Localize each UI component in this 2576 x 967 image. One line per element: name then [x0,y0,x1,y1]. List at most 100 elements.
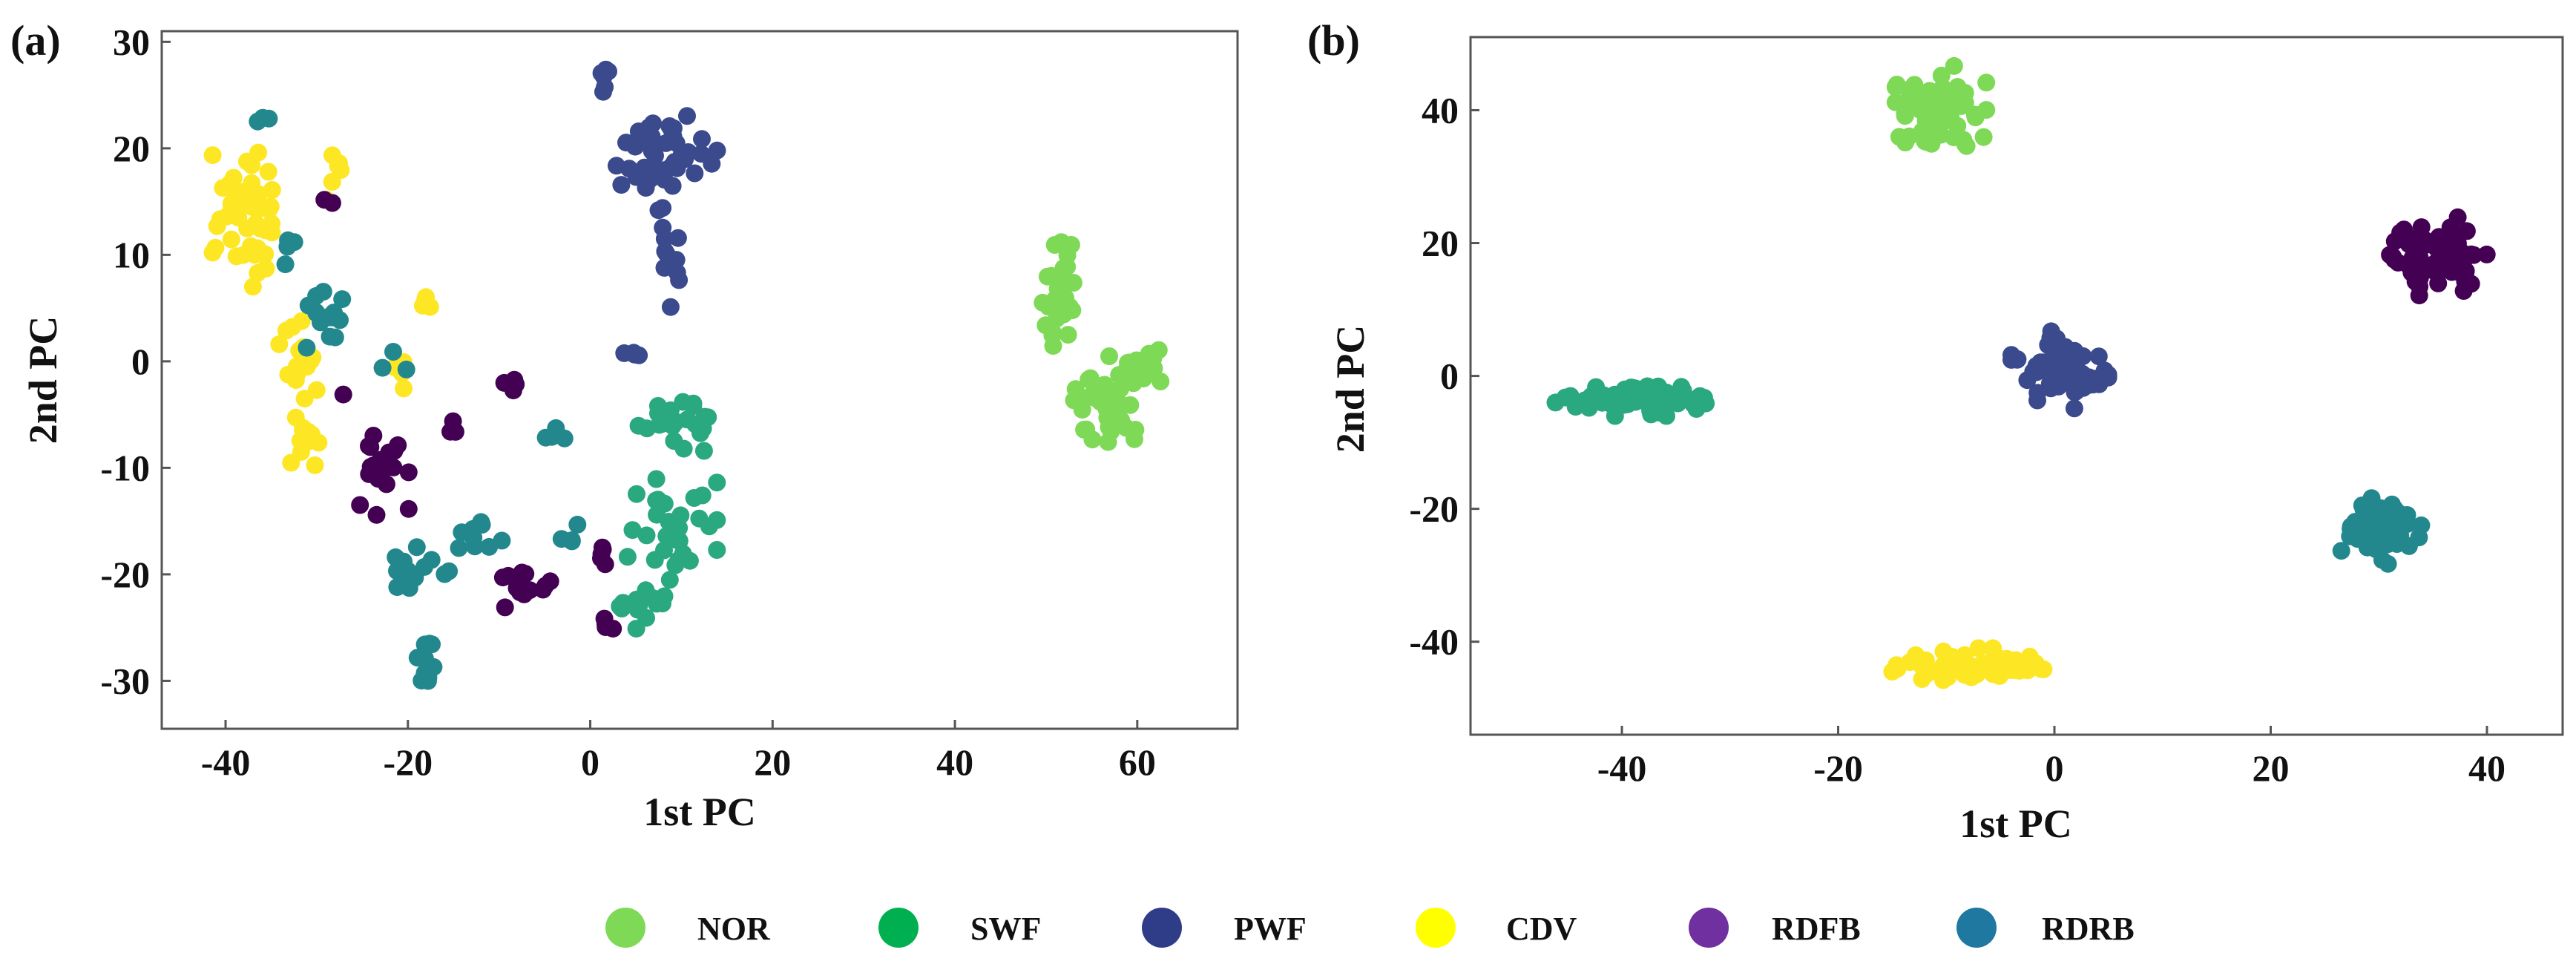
data-point-rdfb [2395,220,2413,239]
panel-b-x-axis-label: 1st PC [1959,802,2071,846]
data-point-nor [1896,105,1914,123]
legend-label-pwf: PWF [1234,911,1307,947]
data-point-rdrb [2368,505,2386,524]
data-point-nor [1045,236,1064,254]
data-point-rdrb [555,429,574,448]
data-point-swf [665,432,683,450]
data-point-nor [1081,369,1100,387]
data-point-cdv [417,288,436,307]
panel-a-points [203,60,1170,690]
panel-a-plot-frame [160,30,1239,730]
legend-swatch-nor [605,908,645,948]
data-point-pwf [2056,338,2074,356]
data-point-cdv [1887,656,1906,675]
data-point-pwf [2039,335,2057,354]
data-point-rdrb [249,112,267,131]
data-point-pwf [662,157,680,176]
data-point-pwf [630,346,648,364]
data-point-cdv [222,230,240,249]
panel-b-ticks: -40 -20 0 20 40 40 20 0 -20 -40 [1409,89,2506,789]
legend-swatch-rdfb [1689,908,1729,948]
series-rdrb [249,108,587,690]
panel-b-y-tick-label: 20 [1422,223,1459,264]
data-point-nor [1083,430,1102,449]
data-point-swf [694,442,713,460]
data-point-rdfb [595,609,614,628]
data-point-cdv [259,163,277,181]
data-point-swf [628,485,645,503]
panel-a-y-tick-label: -10 [100,447,150,488]
data-point-swf [648,491,667,509]
data-point-rdrb [2386,500,2405,519]
panel-a-y-tick-label: 20 [113,128,150,169]
data-point-cdv [309,433,328,452]
data-point-rdfb [493,568,512,587]
data-point-nor [1126,430,1143,448]
data-point-cdv [2001,660,2020,679]
data-point-rdrb [373,358,392,377]
data-point-nor [1073,401,1091,419]
data-point-rdfb [2456,266,2474,283]
data-point-pwf [2084,376,2103,394]
data-point-rdfb [2385,250,2404,269]
data-point-nor [1886,78,1905,96]
data-point-swf [1561,387,1580,405]
data-point-cdv [243,156,261,174]
data-point-nor [1948,78,1967,96]
data-point-rdrb [276,255,295,274]
data-point-cdv [243,197,261,216]
data-point-pwf [664,119,683,137]
data-point-rdrb [333,290,352,309]
data-point-rdfb [377,475,395,494]
data-point-swf [648,505,666,524]
data-point-cdv [249,263,267,282]
data-point-swf [644,589,663,608]
data-point-pwf [668,229,687,247]
panel-b-y-axis-label: 2nd PC [1328,325,1373,453]
data-point-pwf [2054,355,2073,373]
data-point-rdrb [2341,527,2359,545]
data-point-swf [618,548,637,566]
data-point-swf [657,527,676,545]
data-point-nor [1902,79,1921,97]
data-point-pwf [2034,353,2052,372]
data-point-rdfb [2425,262,2443,281]
data-point-rdfb [515,585,533,603]
data-point-rdfb [371,450,390,469]
panel-b-y-tick-label: -40 [1409,621,1459,663]
data-point-cdv [1969,639,1988,658]
data-point-nor [1932,66,1951,85]
data-point-pwf [617,134,635,152]
data-point-swf [663,416,682,435]
data-point-nor [1114,373,1132,392]
panel-b-points [1546,56,2496,689]
panel-b-y-tick-label: 40 [1422,89,1459,131]
legend-item-pwf: PWF [1142,908,1307,948]
panel-a-x-tick-label: -40 [201,741,251,783]
panel-a-scatter: -40 -20 0 20 40 60 30 20 10 0 -10 -20 -30 (a) 1st PC… [10,16,1239,834]
data-point-rdrb [450,539,468,557]
data-point-swf [627,590,645,609]
data-point-nor [1144,350,1163,368]
data-point-rdfb [592,545,611,563]
data-point-cdv [323,146,341,165]
data-point-nor [1957,137,1976,155]
panel-a-y-tick-label: 10 [113,234,150,275]
panel-a-y-axis-label: 2nd PC [21,316,65,445]
series-pwf [592,60,726,364]
data-point-cdv [263,180,281,199]
data-point-rdrb [453,523,471,542]
data-point-nor [1974,128,1993,146]
data-point-pwf [661,298,680,316]
data-point-cdv [203,146,222,165]
data-point-swf [623,521,642,540]
legend-item-rdrb: RDRB [1956,908,2135,948]
data-point-cdv [395,379,413,398]
panel-a-x-tick-label: -20 [383,741,433,783]
data-point-cdv [1915,655,1933,673]
data-point-nor [1128,351,1146,370]
data-point-pwf [693,130,711,148]
data-point-rdfb [2457,247,2475,266]
data-point-nor [1151,373,1170,390]
panel-a-y-tick-label: -30 [100,660,150,701]
